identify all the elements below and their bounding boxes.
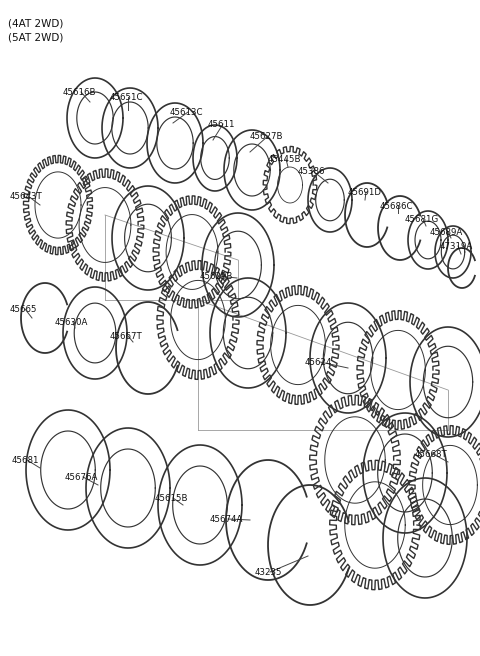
Text: 45686C: 45686C [380,202,413,211]
Text: 45667T: 45667T [110,332,143,341]
Text: 45613C: 45613C [170,108,204,117]
Text: 45627B: 45627B [250,132,284,141]
Text: 45624: 45624 [305,358,333,367]
Text: 45676A: 45676A [65,473,98,482]
Text: 45611: 45611 [208,120,236,129]
Text: 45615B: 45615B [155,494,189,503]
Text: 45681G: 45681G [405,215,439,224]
Text: (5AT 2WD): (5AT 2WD) [8,32,63,42]
Text: (4AT 2WD): (4AT 2WD) [8,18,63,28]
Text: 45668T: 45668T [415,450,448,459]
Text: 45630A: 45630A [55,318,88,327]
Text: 45445B: 45445B [268,155,301,164]
Text: 43235: 43235 [255,568,283,577]
Text: 45616B: 45616B [63,88,96,97]
Text: 47319A: 47319A [440,242,473,251]
Text: 45386: 45386 [298,167,325,176]
Text: 45691D: 45691D [348,188,382,197]
Text: 45665: 45665 [10,305,37,314]
Text: 45651C: 45651C [110,93,144,102]
Text: 45674A: 45674A [210,515,243,524]
Text: 45629B: 45629B [200,272,233,281]
Text: 45643T: 45643T [10,192,43,201]
Text: 45681: 45681 [12,456,39,465]
Text: 45689A: 45689A [430,228,463,237]
